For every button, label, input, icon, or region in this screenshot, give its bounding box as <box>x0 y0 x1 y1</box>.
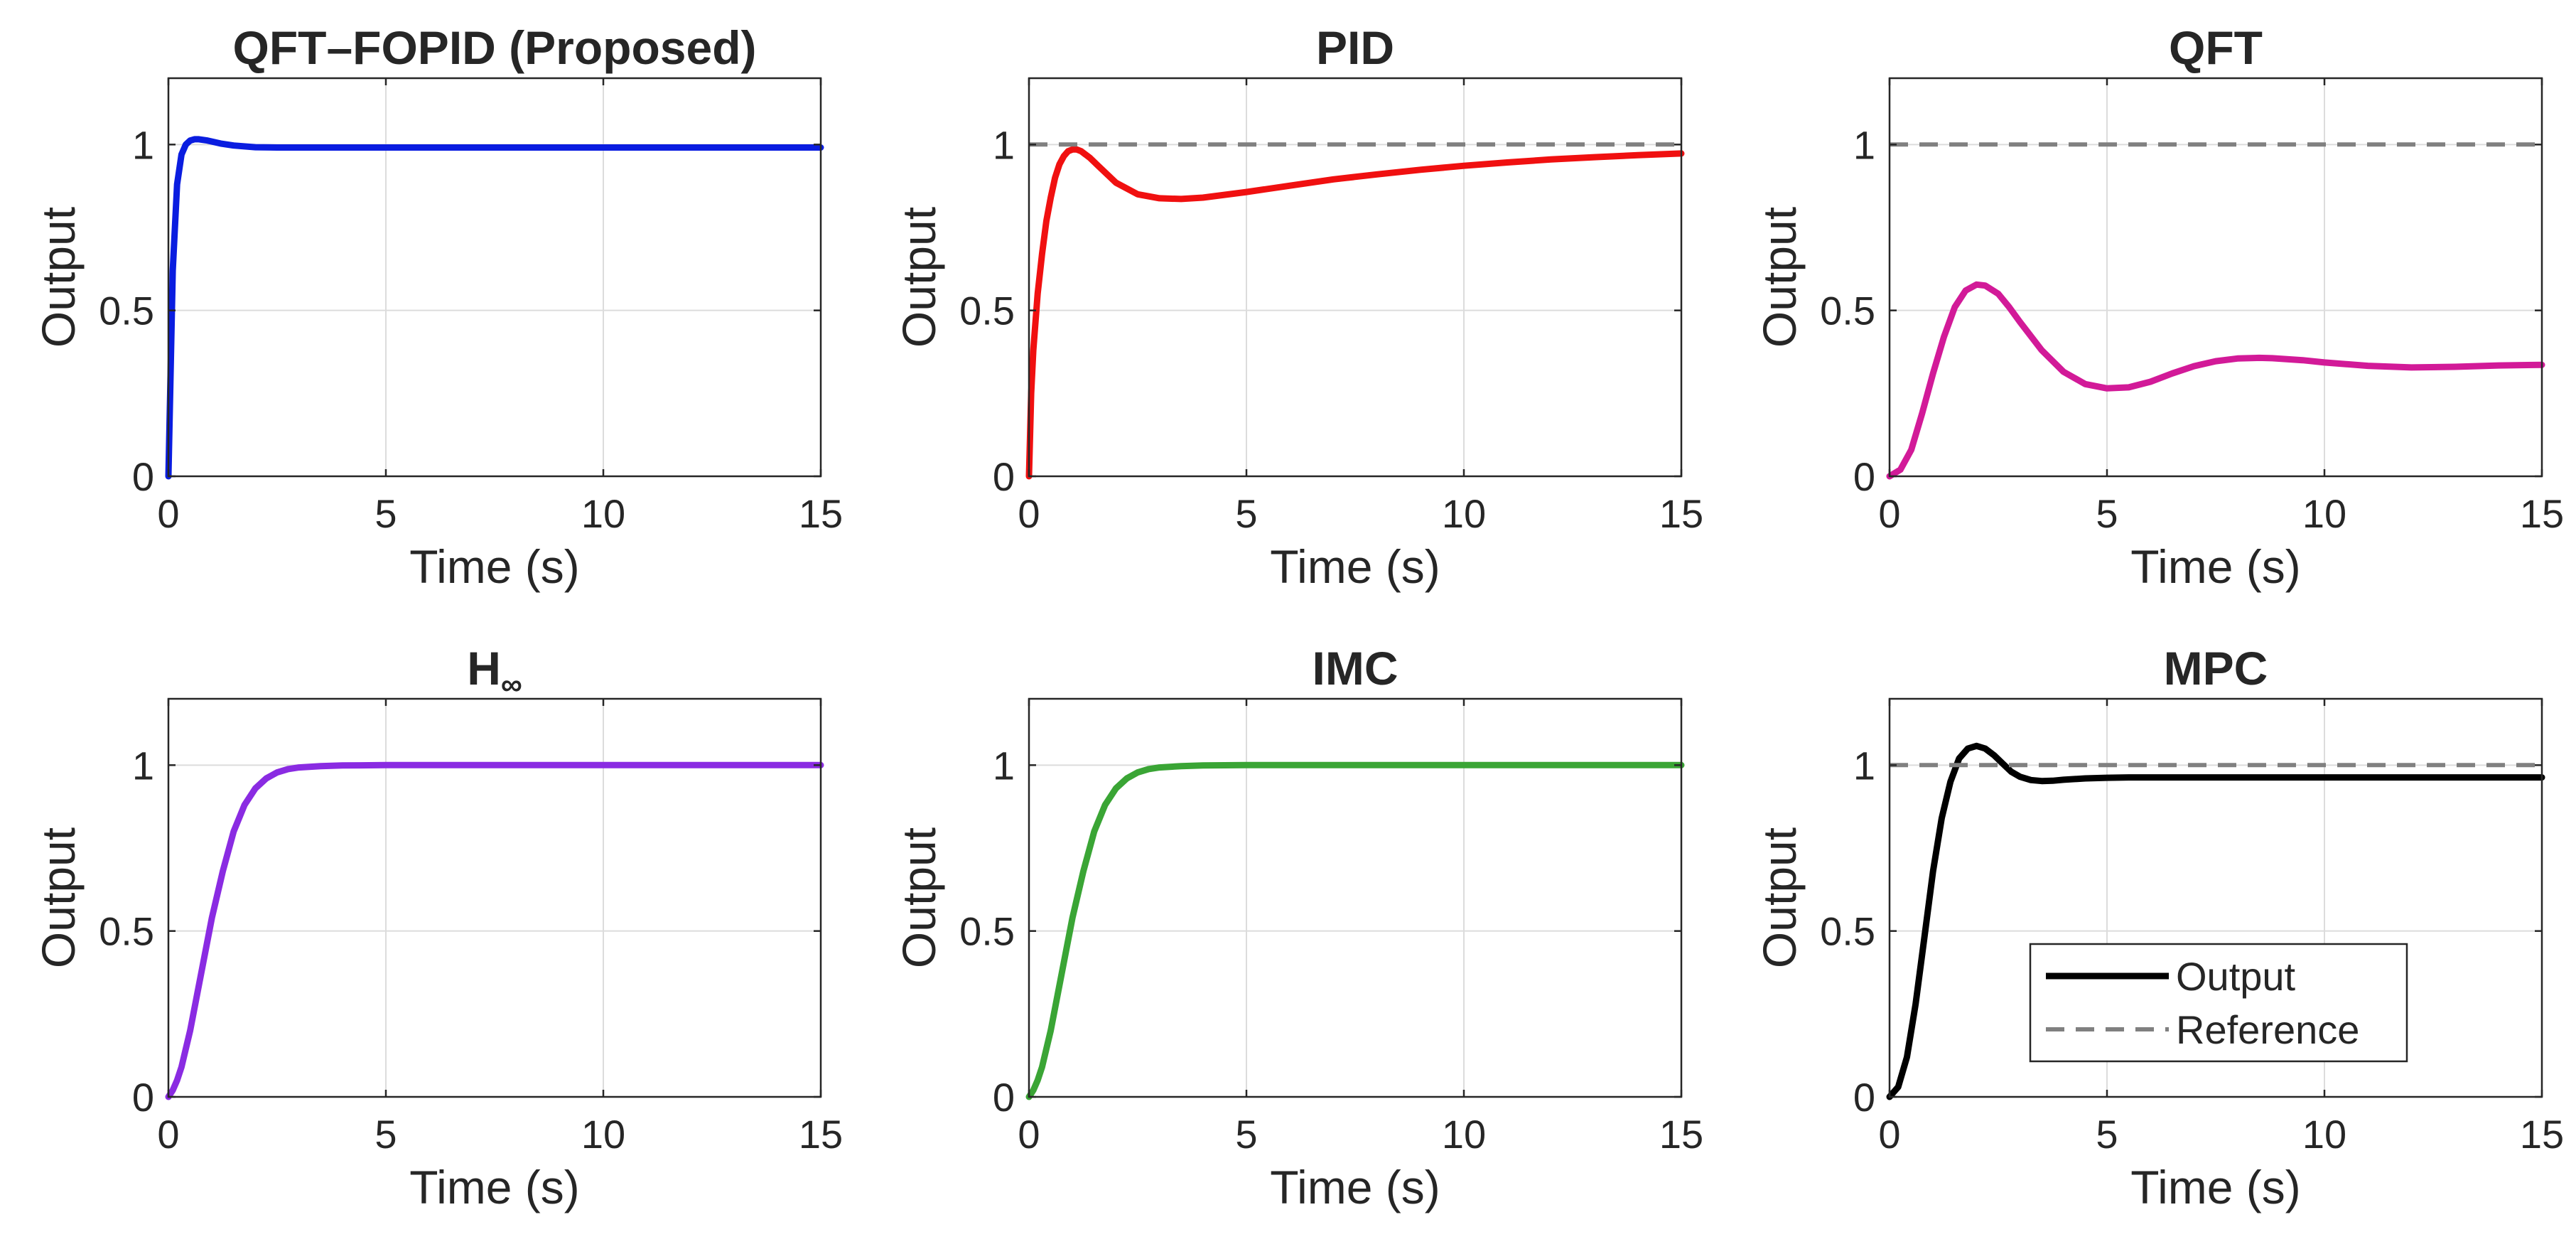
x-tick-label: 10 <box>581 1112 625 1157</box>
legend-label-0: Output <box>2176 954 2296 999</box>
chart-title: QFT–FOPID (Proposed) <box>232 21 756 74</box>
x-tick-label: 0 <box>1018 491 1040 536</box>
output-line-series-0 <box>1886 281 2545 480</box>
x-tick-label: 10 <box>2302 1112 2346 1157</box>
x-tick-label: 10 <box>1442 1112 1486 1157</box>
x-tick-label: 15 <box>1659 491 1703 536</box>
x-axis-label: Time (s) <box>2130 1161 2301 1213</box>
y-tick-label: 1 <box>993 122 1015 167</box>
chart-panel-1: 0 5 10 15 0 0.5 1 PID Time (s) Output <box>893 21 1703 593</box>
x-axis-label: Time (s) <box>409 1161 580 1213</box>
plot-area <box>1890 78 2542 476</box>
plot-area <box>1029 78 1681 476</box>
x-axis-label: Time (s) <box>1270 540 1440 593</box>
y-tick-label: 0.5 <box>959 909 1015 954</box>
x-tick-label: 5 <box>1235 491 1257 536</box>
y-tick-label: 0 <box>993 1075 1015 1120</box>
chart-title-main: IMC <box>1313 642 1399 695</box>
chart-panel-0: 0 5 10 15 0 0.5 1 QFT–FOPID (Proposed) Time (s) O… <box>32 21 843 593</box>
chart-panel-3: 0 5 10 15 0 0.5 1 H∞ Time (s) Output <box>32 642 843 1213</box>
axes-box <box>167 697 822 1098</box>
y-tick-label: 1 <box>1853 122 1875 167</box>
y-tick-label: 0 <box>132 1075 154 1120</box>
y-tick-label: 1 <box>132 122 154 167</box>
x-tick-label: 5 <box>2096 491 2118 536</box>
chart-panel-4: 0 5 10 15 0 0.5 1 IMC Time (s) Output <box>893 642 1703 1213</box>
x-axis-label: Time (s) <box>409 540 580 593</box>
plot-area <box>168 699 821 1097</box>
y-tick-label: 1 <box>993 743 1015 788</box>
x-tick-label: 10 <box>581 491 625 536</box>
x-tick-label: 5 <box>1235 1112 1257 1157</box>
chart-title-main: MPC <box>2164 642 2268 695</box>
plot-area <box>1029 699 1681 1097</box>
x-tick-label: 15 <box>2520 1112 2564 1157</box>
x-tick-label: 0 <box>1878 1112 1900 1157</box>
axes-box <box>1028 77 1683 478</box>
output-line-series-0 <box>1025 761 1685 1100</box>
y-tick-label: 0.5 <box>99 289 154 333</box>
y-tick-label: 1 <box>132 743 154 788</box>
y-axis-label: Output <box>32 207 85 348</box>
chart-title: QFT <box>2169 21 2263 74</box>
y-tick-label: 0 <box>993 454 1015 499</box>
x-tick-label: 15 <box>1659 1112 1703 1157</box>
chart-title-main: PID <box>1316 21 1394 74</box>
x-tick-label: 5 <box>374 491 397 536</box>
x-tick-label: 15 <box>799 1112 843 1157</box>
y-tick-label: 0.5 <box>1820 909 1875 954</box>
chart-title-subscript: ∞ <box>501 668 522 701</box>
chart-panel-2: 0 5 10 15 0 0.5 1 QFT Time (s) Output <box>1753 21 2564 593</box>
y-tick-label: 1 <box>1853 743 1875 788</box>
x-tick-label: 15 <box>799 491 843 536</box>
chart-title-main: H <box>467 642 501 695</box>
y-axis-label: Output <box>32 827 85 968</box>
y-axis-label: Output <box>893 207 945 348</box>
legend-box <box>2029 943 2408 1063</box>
output-line-series-0 <box>165 761 824 1100</box>
x-tick-label: 10 <box>2302 491 2346 536</box>
output-line-series-0 <box>165 136 824 480</box>
x-tick-label: 5 <box>374 1112 397 1157</box>
output-line-series-0 <box>1886 742 2545 1100</box>
plot-area <box>168 78 821 476</box>
x-tick-label: 10 <box>1442 491 1486 536</box>
x-tick-label: 0 <box>157 1112 179 1157</box>
chart-panel-5: 0 5 10 15 0 0.5 1 MPC Time (s) Output Output Refere… <box>1753 642 2564 1213</box>
legend: Output Reference <box>2029 943 2408 1063</box>
y-tick-label: 0.5 <box>959 289 1015 333</box>
x-axis-label: Time (s) <box>1270 1161 1440 1213</box>
y-tick-label: 0 <box>1853 1075 1875 1120</box>
chart-title: MPC <box>2164 642 2268 695</box>
y-tick-label: 0.5 <box>99 909 154 954</box>
legend-label-1: Reference <box>2176 1007 2359 1052</box>
x-tick-label: 0 <box>1878 491 1900 536</box>
x-tick-label: 0 <box>1018 1112 1040 1157</box>
chart-title: H∞ <box>467 642 522 701</box>
x-tick-label: 0 <box>157 491 179 536</box>
x-tick-label: 15 <box>2520 491 2564 536</box>
chart-title-main: QFT–FOPID (Proposed) <box>232 21 756 74</box>
x-axis-label: Time (s) <box>2130 540 2301 593</box>
chart-title: PID <box>1316 21 1394 74</box>
axes-box <box>167 77 822 478</box>
x-tick-label: 5 <box>2096 1112 2118 1157</box>
y-tick-label: 0 <box>132 454 154 499</box>
y-tick-label: 0 <box>1853 454 1875 499</box>
chart-title: IMC <box>1313 642 1399 695</box>
axes-box <box>1888 697 2543 1098</box>
y-tick-label: 0.5 <box>1820 289 1875 333</box>
chart-title-main: QFT <box>2169 21 2263 74</box>
y-axis-label: Output <box>893 827 945 968</box>
axes-box <box>1028 697 1683 1098</box>
y-axis-label: Output <box>1753 207 1806 348</box>
axes-box <box>1888 77 2543 478</box>
output-line-series-0 <box>1025 146 1685 480</box>
y-axis-label: Output <box>1753 827 1806 968</box>
